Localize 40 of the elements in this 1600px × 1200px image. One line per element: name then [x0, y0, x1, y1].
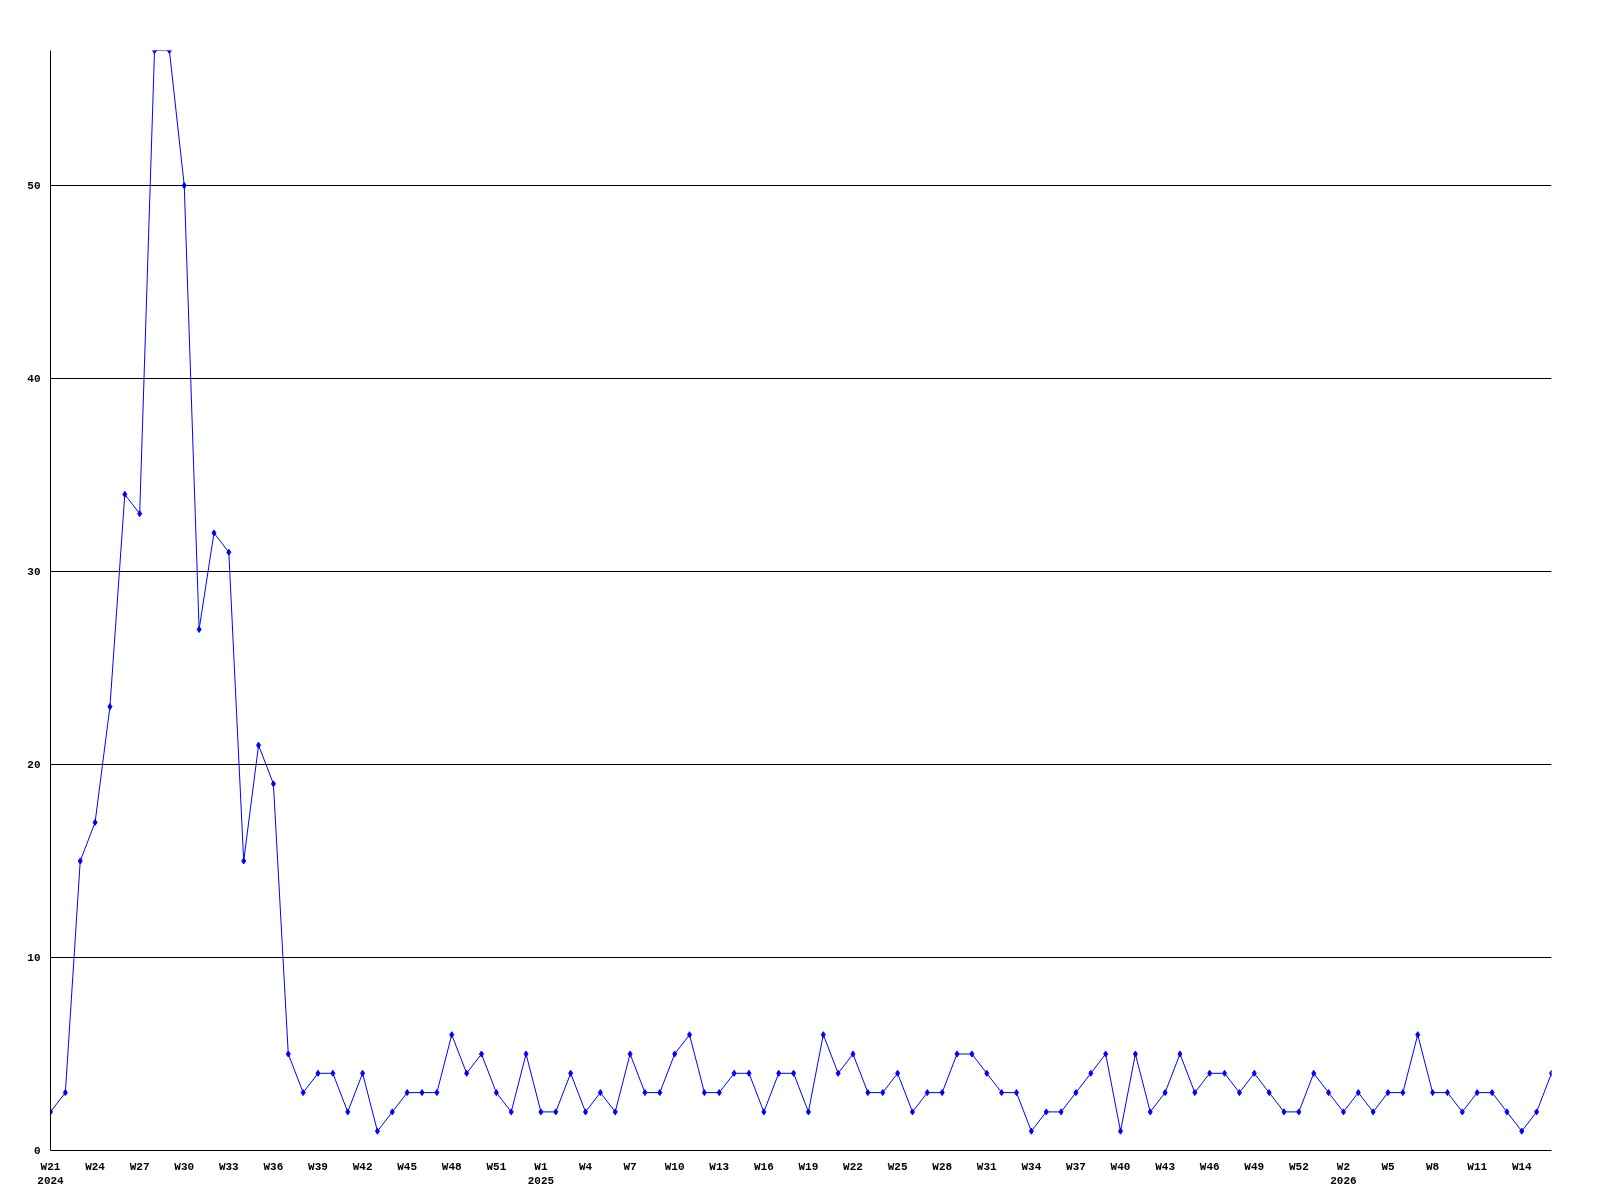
x-tick-label: W33 [218, 1160, 240, 1173]
x-tick-label: W52 [1288, 1160, 1309, 1173]
x-tick-label: W34 [1021, 1160, 1042, 1173]
x-tick-label: W46 [1199, 1160, 1220, 1173]
x-tick-label: W48 [441, 1160, 463, 1173]
x-tick-label: W24 [85, 1160, 106, 1173]
x-tick-label: W2 2026 [1330, 1160, 1357, 1187]
x-tick-label: W51 [486, 1160, 507, 1173]
x-tick-label: W1 2025 [527, 1160, 555, 1187]
x-tick-label: W31 [976, 1160, 998, 1173]
x-tick-label: W14 [1511, 1160, 1533, 1173]
x-tick-label: W36 [263, 1160, 284, 1173]
x-tick-label: W7 [623, 1160, 637, 1173]
x-tick-label: W37 [1066, 1160, 1086, 1173]
x-tick-label: W8 [1426, 1160, 1440, 1173]
x-tick-label: W49 [1244, 1160, 1265, 1173]
x-tick-label: W10 [664, 1160, 685, 1173]
y-tick-label: 30 [27, 566, 41, 579]
x-tick-label: W42 [352, 1160, 373, 1173]
x-tick-label: W27 [129, 1160, 150, 1173]
y-tick-label: 40 [27, 373, 41, 386]
y-tick-label: 20 [27, 759, 41, 772]
x-tick-label: W16 [753, 1160, 774, 1173]
x-tick-label: W19 [798, 1160, 819, 1173]
y-tick-label: 10 [27, 952, 41, 965]
x-tick-label: W21 2024 [37, 1160, 65, 1187]
x-tick-label: W30 [174, 1160, 195, 1173]
x-tick-label: W43 [1155, 1160, 1176, 1173]
x-tick-label: W5 [1381, 1160, 1396, 1173]
x-tick-label: W22 [843, 1160, 863, 1173]
y-tick-label: 0 [33, 1145, 41, 1157]
x-tick-label: W13 [709, 1160, 730, 1173]
x-tick-label: W40 [1110, 1160, 1131, 1173]
y-tick-label: 50 [27, 180, 41, 193]
x-tick-label: W11 [1467, 1160, 1488, 1173]
x-tick-label: W45 [397, 1160, 418, 1173]
x-tick-label: W28 [932, 1160, 953, 1173]
x-tick-label: W39 [308, 1160, 328, 1173]
x-tick-label: W4 [578, 1160, 593, 1173]
x-tick-label: W25 [887, 1160, 908, 1173]
